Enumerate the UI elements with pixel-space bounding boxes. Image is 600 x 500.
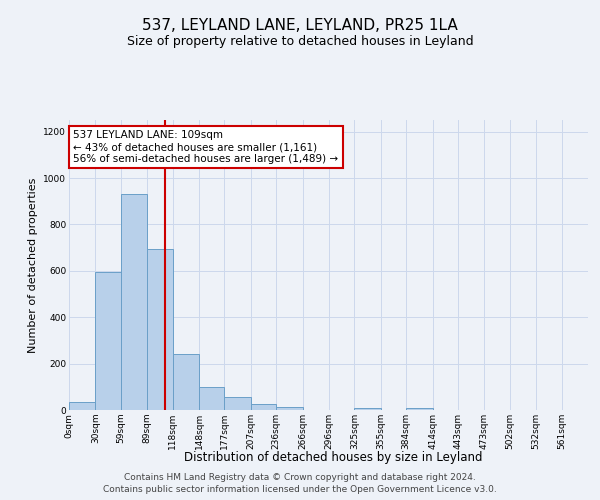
Bar [355,408,381,410]
Bar [147,249,173,410]
Y-axis label: Number of detached properties: Number of detached properties [28,178,38,352]
Bar [199,387,224,410]
Bar [69,402,95,410]
Bar [224,397,251,410]
Bar [251,404,276,410]
Bar [121,194,147,410]
Text: Contains HM Land Registry data © Crown copyright and database right 2024.
Contai: Contains HM Land Registry data © Crown c… [103,472,497,494]
Text: Size of property relative to detached houses in Leyland: Size of property relative to detached ho… [127,35,473,48]
Bar [95,272,121,410]
Text: 537, LEYLAND LANE, LEYLAND, PR25 1LA: 537, LEYLAND LANE, LEYLAND, PR25 1LA [142,18,458,32]
Text: 537 LEYLAND LANE: 109sqm
← 43% of detached houses are smaller (1,161)
56% of sem: 537 LEYLAND LANE: 109sqm ← 43% of detach… [73,130,338,164]
Bar [173,354,199,410]
Text: Distribution of detached houses by size in Leyland: Distribution of detached houses by size … [184,451,482,464]
Bar [406,408,433,410]
Bar [276,406,302,410]
